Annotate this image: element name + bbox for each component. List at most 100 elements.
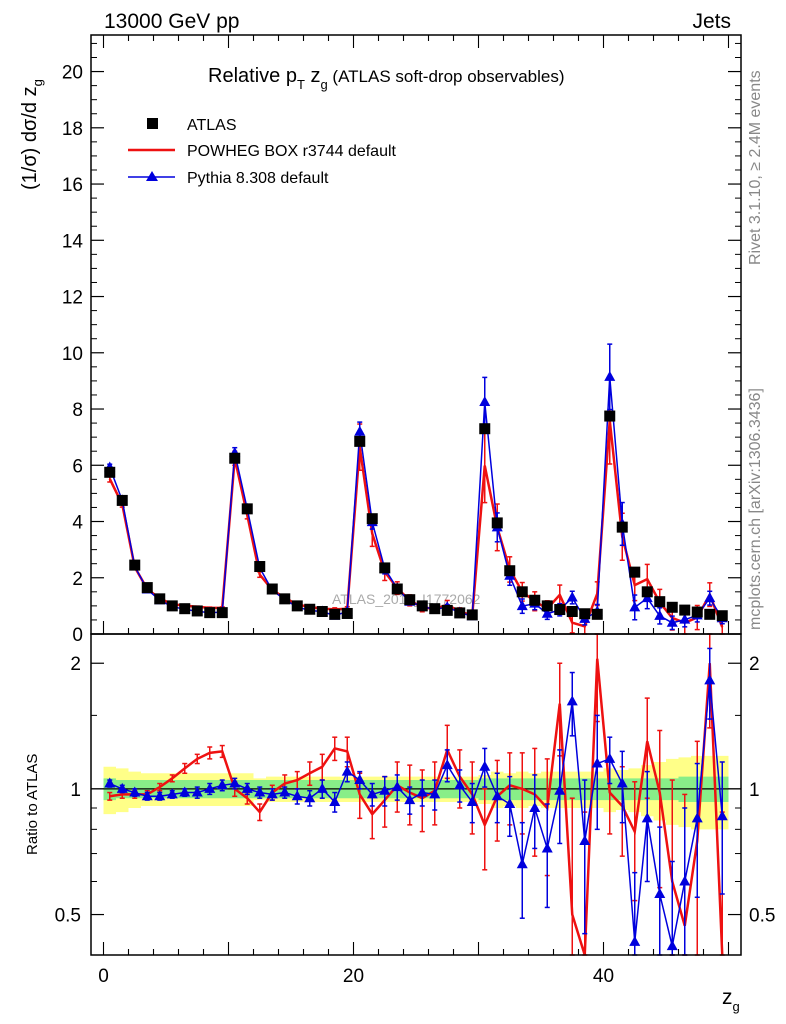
ratio-pythia-point [116,782,128,793]
x-axis-label: zg [722,986,740,1014]
ratio-pythia-point [366,788,378,799]
ratio-pythia-point [279,786,291,797]
main-atlas-point [541,600,553,612]
ratio-pythia-point [679,875,691,886]
ratio-pythia-point [191,786,203,797]
ratio-pythia-point [704,674,716,685]
main-atlas-point [241,503,253,515]
main-atlas-point [604,410,616,422]
main-pythia-point [354,425,366,436]
main-pythia-point [679,613,691,624]
main-atlas-point [154,593,166,605]
main-pythia-point [479,396,491,407]
main-atlas-point [116,494,128,506]
ratio-pythia-point [166,788,178,799]
main-pythia-point [629,601,641,612]
main-atlas-point [454,607,466,619]
main-atlas-point [441,604,453,616]
ratio-pythia-point [454,779,466,790]
main-atlas-point [229,452,241,464]
ratio-pythia-point [429,788,441,799]
legend-powheg-label: POWHEG BOX r3744 default [187,143,397,160]
main-y-tick-label: 4 [72,513,83,534]
ratio-pythia-point [179,786,191,797]
main-atlas-point [354,435,366,447]
ratio-y-tick-label-left: 0.5 [55,906,81,927]
ratio-pythia-point [629,935,641,946]
ratio-plot-area [91,633,741,956]
ratio-pythia-point [541,842,553,853]
ratio-y-axis-label: Ratio to ATLAS [24,754,41,855]
ratio-pythia-point [104,777,116,788]
main-atlas-point [379,562,391,574]
main-atlas-point [491,517,503,529]
main-atlas-point [466,609,478,621]
ratio-pythia-point [654,888,666,899]
rivet-version-label: Rivet 3.1.10, ≥ 2.4M events [747,70,764,265]
ratio-pythia-point [304,792,316,803]
main-atlas-point [479,423,491,435]
legend-pythia-label: Pythia 8.308 default [187,170,329,187]
main-atlas-point [291,600,303,612]
legend: ATLAS POWHEG BOX r3744 default Pythia 8.… [128,117,397,187]
main-atlas-point [129,559,141,571]
ratio-pythia-point [404,794,416,805]
main-pythia-point [516,600,528,611]
ratio-y-tick-label-left: 1 [70,780,81,801]
main-atlas-point [679,604,691,616]
main-pythia-point [566,591,578,602]
ratio-pythia-point [616,777,628,788]
main-atlas-point [341,607,353,619]
x-tick-label: 0 [98,966,109,987]
ratio-pythia-point [479,760,491,771]
main-y-tick-label: 2 [72,569,83,590]
main-atlas-point [554,604,566,616]
main-y-tick-label: 0 [72,625,83,646]
main-y-tick-label: 12 [62,288,83,309]
ratio-pythia-point [154,790,166,801]
ratio-pythia-point [229,777,241,788]
header-process-label: Jets [692,10,731,33]
ratio-pythia-point [391,781,403,792]
main-atlas-point [329,608,341,620]
main-atlas-point [429,603,441,615]
ratio-pythia-point [379,784,391,795]
main-atlas-point [166,600,178,612]
ratio-pythia-point [266,788,278,799]
plot-title: Relative pT zg (ATLAS soft-drop observab… [208,65,565,92]
ratio-y-tick-label-left: 2 [70,654,81,675]
ratio-pythia-point [291,790,303,801]
main-atlas-point [666,601,678,613]
ratio-pythia-point [641,812,653,823]
main-atlas-point [629,566,641,578]
main-pythia-point [541,607,553,618]
ratio-pythia-point [241,782,253,793]
main-atlas-point [316,606,328,618]
x-tick-label: 20 [343,966,364,987]
main-atlas-point [529,594,541,606]
main-atlas-point [579,608,591,620]
main-atlas-point [704,608,716,620]
ratio-pythia-point [491,790,503,801]
ratio-pythia-point [329,796,341,807]
ratio-pythia-point [204,782,216,793]
ratio-pythia-point [566,695,578,706]
legend-atlas-label: ATLAS [187,117,237,134]
main-atlas-point [366,513,378,525]
main-atlas-point [504,565,516,577]
ratio-pythia-point [416,786,428,797]
main-atlas-point [641,586,653,598]
main-atlas-point [141,582,153,594]
main-atlas-point [404,594,416,606]
ratio-pythia-point [604,752,616,763]
ratio-pythia-point [666,940,678,951]
ratio-y-tick-label-right: 0.5 [749,906,775,927]
main-atlas-point [279,593,291,605]
main-atlas-point [516,586,528,598]
ratio-pythia-point [441,759,453,770]
ratio-powheg-line [109,658,724,956]
main-y-tick-label: 8 [72,400,83,421]
ratio-pythia-point [141,790,153,801]
ratio-pythia-point [316,782,328,793]
main-atlas-point [416,600,428,612]
